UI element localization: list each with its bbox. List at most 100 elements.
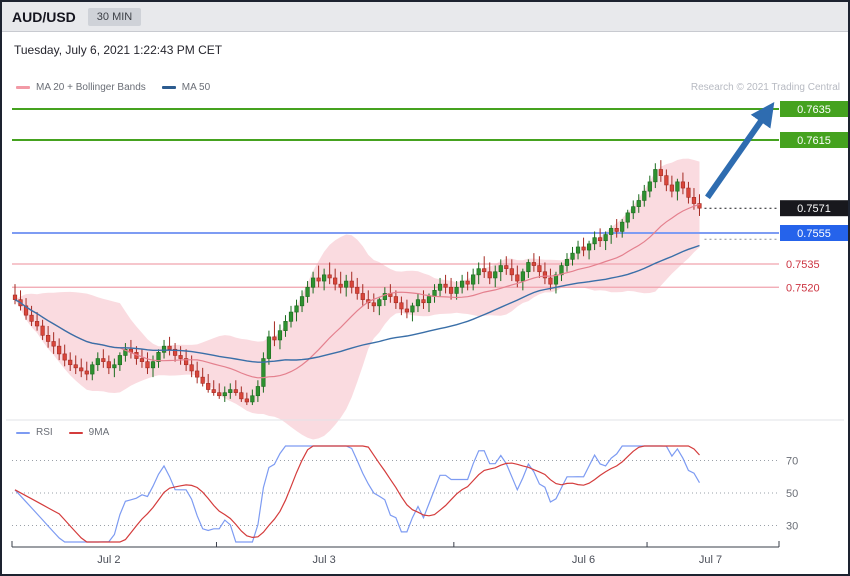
price-level-label [780, 132, 848, 148]
candle-body [575, 246, 581, 254]
ma50-legend-label: MA 50 [181, 82, 211, 93]
candle-body [493, 271, 498, 279]
candle-body [145, 361, 150, 369]
projection-arrow [705, 102, 775, 200]
candle-body [46, 334, 51, 342]
candle-body [51, 341, 56, 347]
candle-body [454, 286, 459, 294]
candle-body [139, 358, 145, 362]
ma20-legend-label: MA 20 + Bollinger Bands [36, 82, 146, 93]
candle-body [95, 358, 100, 366]
candle-body [448, 286, 454, 294]
candle-body [636, 200, 641, 207]
candle-body [520, 271, 525, 282]
copyright-credit: Research © 2021 Trading Central [690, 82, 840, 93]
candle-body [101, 358, 106, 362]
ma20-line [14, 203, 700, 379]
candle-body [399, 302, 404, 310]
candle-body [410, 305, 415, 313]
candle-body [233, 389, 238, 393]
candle-body [172, 348, 178, 356]
main-legend: MA 20 + Bollinger Bands MA 50 [16, 82, 220, 93]
rsi-ma9-line [14, 445, 700, 543]
candle-body [498, 265, 503, 273]
candle-body [465, 280, 470, 285]
price-level-label-text: 0.7520 [786, 282, 820, 294]
candle-body [261, 358, 266, 387]
candle-body [504, 265, 509, 269]
candle-body [355, 286, 360, 294]
price-level-label-text: 0.7555 [797, 228, 831, 240]
candle-body [581, 246, 586, 251]
candle-body [426, 296, 432, 304]
candle-body [344, 280, 349, 288]
candle-body [471, 274, 476, 285]
candle-body [206, 383, 211, 390]
candle-body [79, 367, 84, 372]
candle-body [553, 274, 559, 285]
candle-body [487, 271, 492, 279]
candle-body [603, 234, 608, 242]
candle-body [393, 296, 398, 304]
pair-title: AUD/USD [12, 8, 76, 25]
candle-body [178, 355, 183, 359]
last-price-label [780, 200, 848, 217]
price-level-label [780, 101, 848, 117]
candle-body [239, 392, 244, 400]
candle-body [327, 274, 332, 279]
candle-body [34, 321, 40, 327]
candle-body [316, 277, 321, 282]
candle-body [691, 197, 697, 204]
candle-body [437, 283, 443, 291]
ma50-line [14, 244, 700, 363]
x-axis-label: Jul 7 [699, 554, 722, 566]
price-level-label-text: 0.7635 [797, 104, 831, 116]
candle-body [40, 325, 45, 336]
candle-body [184, 358, 189, 366]
candle-body [658, 169, 663, 176]
candle-body [664, 175, 669, 186]
candle-body [12, 294, 18, 300]
candle-body [404, 308, 410, 313]
candle-body [548, 277, 553, 285]
ma50-swatch-icon [161, 86, 176, 89]
datetime-label: Tuesday, July 6, 2021 1:22:43 PM CET [14, 43, 223, 57]
candle-body [592, 237, 597, 245]
price-level-label [780, 225, 848, 241]
x-axis-label: Jul 3 [312, 554, 335, 566]
timeframe-badge[interactable]: 30 MIN [87, 7, 142, 26]
x-axis-label: Jul 2 [97, 554, 120, 566]
candle-body [415, 299, 421, 307]
candle-body [349, 280, 354, 288]
rsi-ma9-legend-label: 9MA [88, 427, 110, 438]
rsi-legend-label: RSI [36, 427, 53, 438]
candle-body [84, 370, 89, 375]
candle-body [686, 187, 691, 198]
candle-body [570, 252, 575, 260]
candle-body [675, 181, 680, 192]
candle-body [509, 268, 514, 276]
rsi-gridline-label: 50 [786, 488, 798, 500]
rsi-ma9-swatch-icon [68, 431, 83, 434]
candle-body [305, 286, 310, 297]
candle-body [642, 190, 647, 201]
x-axis-label: Jul 6 [572, 554, 595, 566]
candle-body [360, 293, 365, 300]
candle-body [217, 392, 222, 397]
candle-body [586, 243, 592, 251]
rsi-line [14, 445, 701, 543]
candle-body [371, 302, 376, 307]
header-bar: AUD/USD 30 MIN [2, 2, 848, 32]
candle-body [272, 336, 277, 341]
candle-body [57, 345, 62, 355]
candle-body [338, 283, 343, 288]
candle-body [697, 203, 702, 209]
candle-body [377, 299, 382, 307]
candle-body [112, 364, 117, 369]
candle-body [647, 181, 652, 192]
candle-body [156, 352, 161, 362]
candle-body [161, 345, 167, 353]
candle-body [200, 376, 205, 384]
candle-body [421, 299, 426, 304]
